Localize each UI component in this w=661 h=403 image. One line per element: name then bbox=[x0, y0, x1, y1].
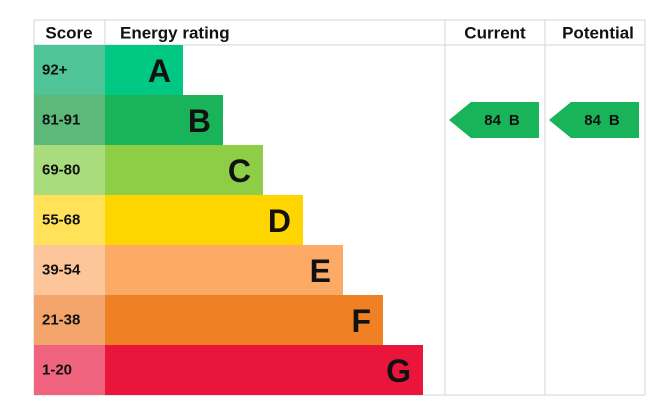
current-arrow bbox=[449, 102, 539, 138]
current-letter: B bbox=[509, 112, 520, 129]
score-cell bbox=[34, 195, 105, 245]
potential-score: 84 bbox=[584, 112, 601, 129]
potential-letter: B bbox=[609, 112, 620, 129]
potential-arrow bbox=[549, 102, 639, 138]
band-letter: D bbox=[268, 203, 291, 239]
score-cell bbox=[34, 345, 105, 395]
header-potential: Potential bbox=[562, 24, 634, 43]
band-letter: B bbox=[188, 103, 211, 139]
current-label: 84 B bbox=[484, 112, 520, 129]
band-score: 81-91 bbox=[42, 112, 80, 129]
band-letter: F bbox=[351, 303, 371, 339]
band-letter: A bbox=[148, 53, 171, 89]
band-bar bbox=[105, 45, 183, 95]
band-letter: C bbox=[228, 153, 251, 189]
band-score: 21-38 bbox=[42, 312, 80, 329]
current-score: 84 bbox=[484, 112, 501, 129]
band-letter: G bbox=[386, 353, 411, 389]
header-rating: Energy rating bbox=[120, 24, 230, 43]
score-cell bbox=[34, 45, 105, 95]
band-score: 39-54 bbox=[42, 262, 81, 279]
band-bar bbox=[105, 295, 383, 345]
score-cell bbox=[34, 95, 105, 145]
score-cell bbox=[34, 145, 105, 195]
band-bar bbox=[105, 95, 223, 145]
header-score: Score bbox=[45, 24, 92, 43]
score-cell bbox=[34, 245, 105, 295]
band-bar bbox=[105, 345, 423, 395]
band-score: 1-20 bbox=[42, 362, 72, 379]
band-score: 69-80 bbox=[42, 162, 80, 179]
band-bar bbox=[105, 145, 263, 195]
potential-label: 84 B bbox=[584, 112, 620, 129]
score-cell bbox=[34, 295, 105, 345]
band-score: 55-68 bbox=[42, 212, 80, 229]
band-score: 92+ bbox=[42, 62, 68, 79]
header-current: Current bbox=[464, 24, 526, 43]
band-bar bbox=[105, 245, 343, 295]
band-bar bbox=[105, 195, 303, 245]
band-letter: E bbox=[310, 253, 331, 289]
